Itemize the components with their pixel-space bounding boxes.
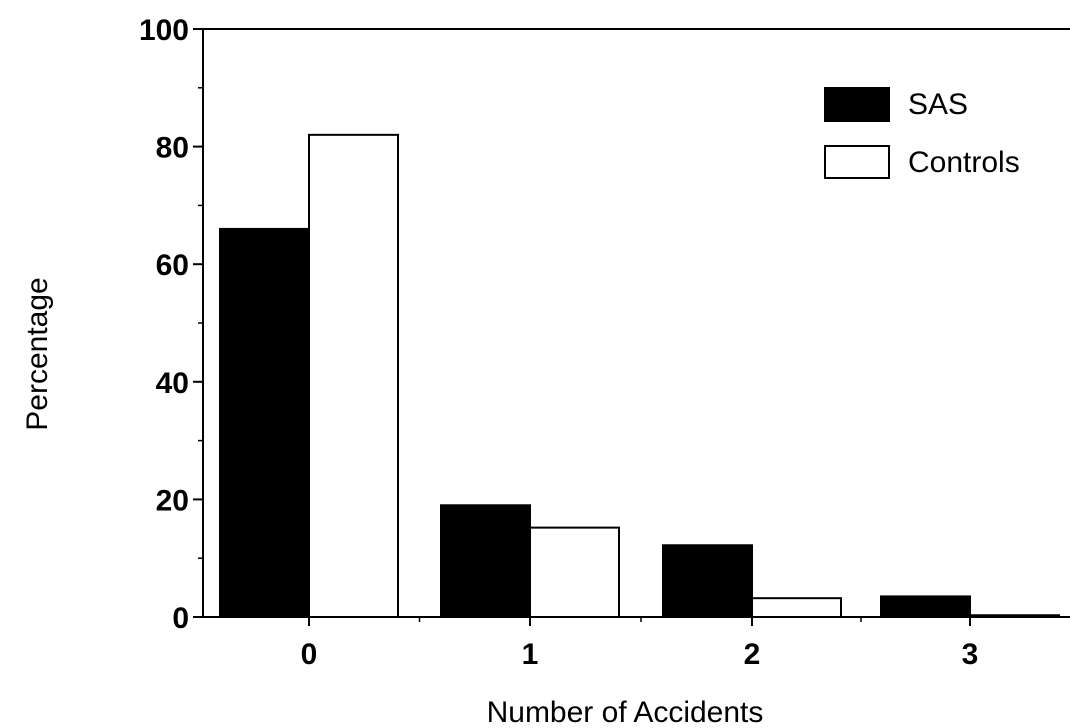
y-tick-label: 40 <box>156 367 189 400</box>
x-axis-title: Number of Accidents <box>487 696 764 728</box>
bar-sas-1 <box>440 504 531 618</box>
x-tick-label: 2 <box>744 638 761 671</box>
bar-sas-3 <box>880 595 971 618</box>
bar-sas-0 <box>219 227 310 618</box>
bars <box>219 133 1060 619</box>
bar-controls-1 <box>529 526 620 619</box>
legend-swatch-sas <box>824 87 890 122</box>
bar-controls-0 <box>308 133 399 618</box>
x-tick-label: 0 <box>301 638 318 671</box>
y-axis-title: Percentage <box>21 277 54 430</box>
bar-controls-3 <box>969 614 1060 619</box>
x-tick-label: 3 <box>962 638 979 671</box>
legend-label-controls: Controls <box>908 146 1020 179</box>
legend: SAS Controls <box>824 87 1020 179</box>
bar-controls-2 <box>751 597 842 619</box>
x-axis-ticks: 0 1 2 3 <box>301 617 979 671</box>
y-axis-ticks: 0 20 40 60 80 100 <box>139 14 203 635</box>
y-tick-label: 20 <box>156 484 189 517</box>
x-tick-label: 1 <box>522 638 539 671</box>
y-tick-label: 80 <box>156 132 189 165</box>
legend-swatch-controls <box>824 145 890 179</box>
y-tick-label: 0 <box>172 602 189 635</box>
y-tick-label: 100 <box>139 14 189 47</box>
bar-sas-2 <box>662 544 753 618</box>
y-tick-label: 60 <box>156 249 189 282</box>
legend-label-sas: SAS <box>908 88 968 121</box>
